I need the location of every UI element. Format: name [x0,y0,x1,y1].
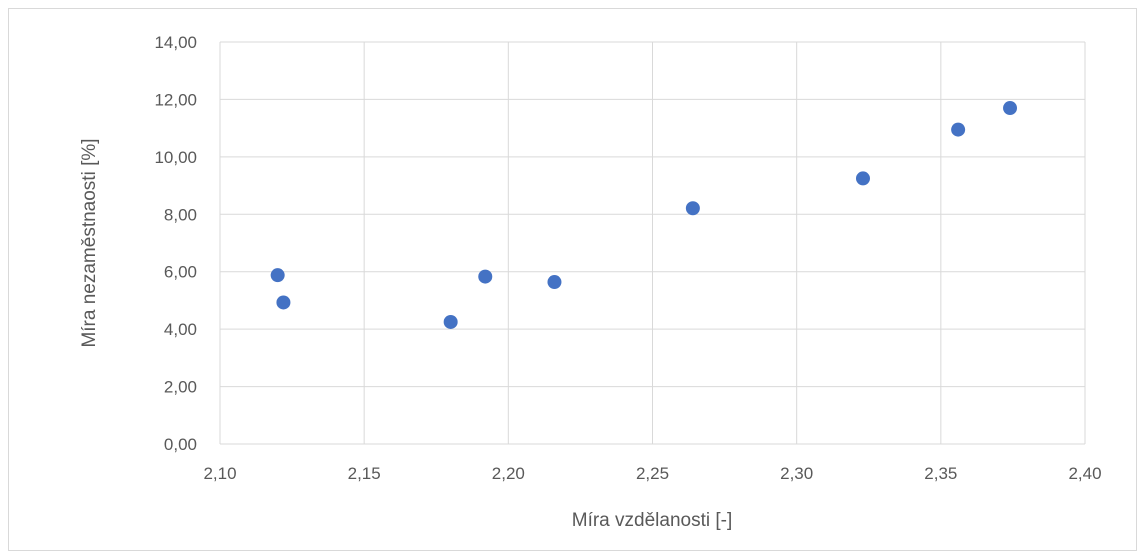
data-point [1003,101,1018,116]
data-point [270,268,285,283]
y-tick-label: 0,00 [164,435,197,454]
y-axis-title: Míra nezaměstnaosti [%] [79,138,100,347]
chart-frame [8,8,1137,551]
x-tick-label: 2,30 [780,464,813,483]
y-tick-label: 2,00 [164,378,197,397]
data-points [270,101,1018,329]
data-point [951,122,966,137]
horizontal-gridlines [220,41,1085,445]
y-tick-label: 12,00 [154,90,197,109]
y-axis-tick-labels: 0,00 2,00 4,00 6,00 8,00 10,00 12,00 14,00 [154,33,197,454]
y-tick-label: 8,00 [164,205,197,224]
y-tick-label: 14,00 [154,33,197,52]
y-tick-label: 10,00 [154,148,197,167]
data-point [478,269,493,284]
x-axis-title: Míra vzdělanosti [-] [572,510,733,531]
data-point [276,295,291,310]
x-tick-label: 2,25 [636,464,669,483]
x-tick-label: 2,35 [924,464,957,483]
x-tick-label: 2,10 [203,464,236,483]
y-tick-label: 6,00 [164,263,197,282]
data-point [855,171,870,186]
x-tick-label: 2,15 [348,464,381,483]
data-point [685,201,700,216]
x-tick-label: 2,40 [1068,464,1101,483]
y-tick-label: 4,00 [164,320,197,339]
x-tick-label: 2,20 [492,464,525,483]
data-point [547,275,562,290]
vertical-gridlines [219,42,1086,444]
x-axis-tick-labels: 2,10 2,15 2,20 2,25 2,30 2,35 2,40 [203,464,1101,483]
data-point [443,314,458,329]
